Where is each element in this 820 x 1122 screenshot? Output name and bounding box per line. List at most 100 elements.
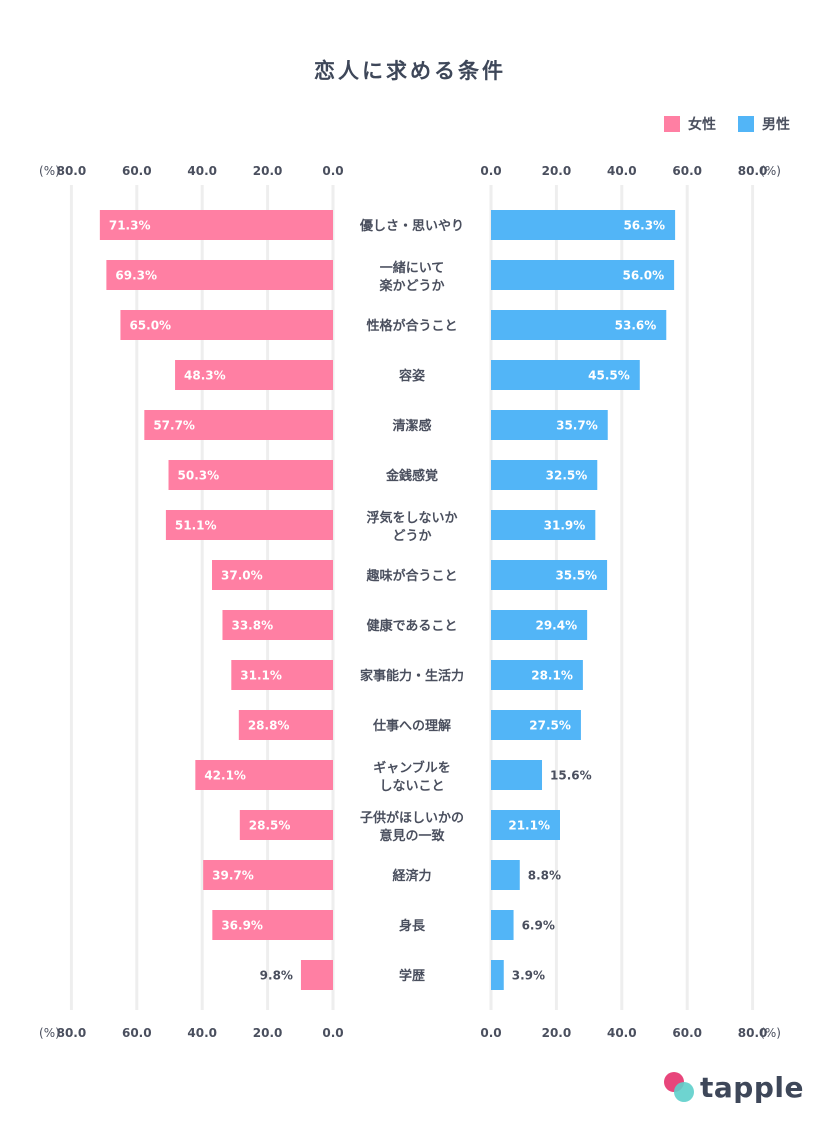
bar-male (491, 210, 676, 240)
data-label-female: 57.7% (153, 419, 195, 433)
data-label-female: 51.1% (175, 519, 217, 533)
category-label: 子供がほしいかの (360, 810, 464, 826)
data-label-male: 31.9% (544, 519, 586, 533)
data-label-female: 48.3% (184, 369, 226, 383)
bar-female (203, 860, 333, 890)
legend: 女性 男性 (664, 114, 790, 134)
bar-female (99, 210, 333, 240)
tick-label-right-bottom: 0.0 (480, 1026, 501, 1040)
legend-swatch-female (664, 116, 680, 132)
category-label: 意見の一致 (379, 828, 445, 844)
bar-female (212, 560, 333, 590)
bar-male (491, 610, 588, 640)
data-label-female: 28.8% (248, 719, 290, 733)
bar-female (120, 310, 333, 340)
data-label-female: 9.8% (260, 969, 293, 983)
bar-female (106, 260, 333, 290)
tick-label-left-bottom: 0.0 (322, 1026, 343, 1040)
bar-male (491, 360, 640, 390)
category-label: どうか (392, 529, 431, 544)
data-label-male: 56.3% (623, 219, 665, 233)
tick-label-right-bottom: 60.0 (672, 1026, 702, 1040)
category-label: 身長 (399, 918, 426, 934)
bar-female (212, 910, 333, 940)
data-label-female: 33.8% (231, 619, 273, 633)
data-label-female: 31.1% (240, 669, 282, 683)
bar-male (491, 910, 514, 940)
category-label: 金銭感覚 (385, 468, 438, 484)
unit-label-left-top: (%) (39, 164, 60, 178)
tick-label-left-top: 40.0 (187, 164, 217, 178)
bar-female (239, 810, 333, 840)
tick-label-right-bottom: 20.0 (542, 1026, 572, 1040)
category-label: 家事能力・生活力 (360, 668, 464, 684)
tapple-logo: tapple (664, 1070, 804, 1104)
data-label-male: 6.9% (522, 919, 555, 933)
data-label-female: 36.9% (221, 919, 263, 933)
category-label: 仕事への理解 (372, 718, 451, 734)
data-label-male: 29.4% (535, 619, 577, 633)
data-label-female: 50.3% (178, 469, 220, 483)
legend-label-male: 男性 (762, 117, 790, 133)
tick-label-left-bottom: 60.0 (122, 1026, 152, 1040)
category-label: 経済力 (392, 868, 431, 884)
data-label-male: 15.6% (550, 769, 592, 783)
data-label-male: 53.6% (615, 319, 657, 333)
bar-female (300, 960, 333, 990)
tick-label-right-top: 60.0 (672, 164, 702, 178)
bar-male (491, 810, 560, 840)
category-label: しないこと (379, 779, 444, 794)
data-label-female: 71.3% (109, 219, 151, 233)
chart-title: 恋人に求める条件 (314, 59, 506, 83)
logo-mark-icon (664, 1070, 698, 1104)
tick-label-left-top: 20.0 (253, 164, 283, 178)
data-label-male: 28.1% (531, 669, 573, 683)
legend-swatch-male (738, 116, 754, 132)
bar-male (491, 410, 608, 440)
bar-male (491, 260, 675, 290)
data-label-female: 65.0% (129, 319, 171, 333)
bar-female (238, 710, 333, 740)
bar-female (195, 760, 333, 790)
data-label-female: 28.5% (249, 819, 291, 833)
data-label-male: 32.5% (546, 469, 588, 483)
category-label: 清潔感 (392, 418, 431, 434)
unit-label-right-top: (%) (760, 164, 781, 178)
category-label: 学歴 (399, 968, 425, 984)
data-label-male: 8.8% (528, 869, 561, 883)
data-label-male: 3.9% (512, 969, 545, 983)
unit-label-right-bottom: (%) (760, 1026, 781, 1040)
category-label: 性格が合うこと (366, 318, 457, 334)
bar-male (491, 760, 543, 790)
data-label-male: 35.7% (556, 419, 598, 433)
data-label-female: 39.7% (212, 869, 254, 883)
legend-item-male: 男性 (738, 114, 790, 134)
bar-male (491, 660, 583, 690)
data-label-male: 21.1% (508, 819, 550, 833)
data-label-male: 56.0% (622, 269, 664, 283)
tick-label-right-bottom: 80.0 (738, 1026, 768, 1040)
tick-label-right-top: 40.0 (607, 164, 637, 178)
bar-female (231, 660, 333, 690)
bar-female (175, 360, 333, 390)
tick-label-right-top: 80.0 (738, 164, 768, 178)
data-label-female: 69.3% (115, 269, 157, 283)
logo-wordmark: tapple (700, 1070, 804, 1104)
legend-label-female: 女性 (688, 117, 716, 133)
data-label-male: 27.5% (529, 719, 571, 733)
bar-male (491, 860, 520, 890)
category-label: ギャンブルを (373, 760, 451, 776)
tick-label-right-top: 0.0 (480, 164, 501, 178)
bar-female (144, 410, 333, 440)
bar-female (222, 610, 333, 640)
data-label-female: 37.0% (221, 569, 263, 583)
tick-label-left-top: 0.0 (322, 164, 343, 178)
category-label: 趣味が合うこと (365, 568, 457, 584)
tick-label-left-top: 80.0 (57, 164, 87, 178)
category-label: 一緒にいて (380, 260, 445, 276)
tick-label-left-bottom: 80.0 (57, 1026, 87, 1040)
unit-label-left-bottom: (%) (39, 1026, 60, 1040)
bar-female (165, 510, 333, 540)
category-label: 優しさ・思いやり (359, 218, 464, 234)
